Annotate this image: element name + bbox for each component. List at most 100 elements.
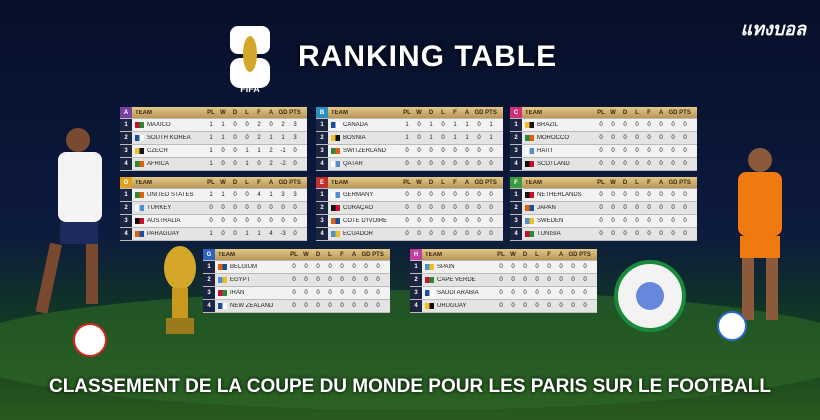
group-table: C TEAM PL W D L F A GD PTS 1 BRAZIL 0 0 0 0 0 0 0 0 2 MOROCCO…	[510, 107, 697, 171]
rank: 3	[203, 287, 215, 299]
column-header: PL	[597, 179, 605, 186]
rank: 1	[510, 189, 522, 201]
stat: 0	[417, 161, 421, 167]
column-header: F	[257, 179, 261, 186]
team-name: IRAN	[230, 290, 245, 296]
team-row: 1 GERMANY 0 0 0 0 0 0 0 0	[316, 189, 503, 202]
stat: 0	[245, 135, 249, 141]
stat: 0	[535, 264, 539, 270]
group-letter: G	[203, 249, 215, 260]
team-row: 3 AUSTRALIA 0 0 0 0 0 0 0 0	[120, 215, 307, 228]
stat: 0	[417, 231, 421, 237]
stat: 0	[465, 148, 469, 154]
stat: 0	[623, 161, 627, 167]
stat: 0	[611, 122, 615, 128]
stat: 0	[352, 303, 356, 309]
stat: 1	[209, 148, 213, 154]
stat: 0	[635, 122, 639, 128]
stat: 0	[304, 277, 308, 283]
group-letter: D	[120, 177, 132, 188]
stat: 0	[233, 148, 237, 154]
team-cell: CÔTE D'IVOIRE	[328, 218, 401, 224]
column-header: GD	[474, 179, 484, 186]
stat: 0	[547, 303, 551, 309]
stat: 0	[441, 218, 445, 224]
stat: 1	[405, 135, 409, 141]
rank: 1	[316, 189, 328, 201]
stat: 0	[233, 122, 237, 128]
stat: 0	[583, 303, 587, 309]
stat: -2	[280, 161, 286, 167]
team-row: 4 QATAR 0 0 0 0 0 0 0 0	[316, 158, 503, 171]
stat: 0	[647, 205, 651, 211]
column-header: TEAM	[425, 251, 442, 258]
team-cell: BELGIUM	[215, 264, 288, 270]
stat: 4	[269, 231, 273, 237]
stat: 0	[293, 218, 297, 224]
stat: 0	[635, 218, 639, 224]
team-cell: CANADA	[328, 122, 401, 128]
team-cell: GERMANY	[328, 192, 401, 198]
stat: 0	[659, 122, 663, 128]
trophy	[164, 246, 196, 334]
flag	[218, 303, 227, 309]
team-row: 2 TURKEY 0 0 0 0 0 0 0 0	[120, 202, 307, 215]
team-name: SPAIN	[437, 264, 455, 270]
group-letter: C	[510, 107, 522, 118]
team-name: SCOTLAND	[537, 161, 570, 167]
column-header: TEAM	[331, 109, 348, 116]
team-name: SWITZERLAND	[343, 148, 387, 154]
stat: 0	[511, 303, 515, 309]
stat: 0	[477, 205, 481, 211]
team-name: CANADA	[343, 122, 369, 128]
flag	[425, 277, 434, 283]
stat: 0	[429, 218, 433, 224]
rank: 1	[120, 119, 132, 131]
team-cell: SWITZERLAND	[328, 148, 401, 154]
stat: 0	[417, 122, 421, 128]
team-name: CAPE VERDE	[437, 277, 476, 283]
team-cell: BOSNIA	[328, 135, 401, 141]
stat: 0	[417, 135, 421, 141]
stat: 0	[477, 135, 481, 141]
column-header: A	[558, 251, 564, 258]
stat: 0	[233, 161, 237, 167]
stat: 0	[429, 205, 433, 211]
stat: 0	[257, 205, 261, 211]
stat: 0	[441, 148, 445, 154]
column-header: W	[510, 251, 516, 258]
column-header: PTS	[289, 179, 301, 186]
column-header: TEAM	[135, 179, 152, 186]
rank: 1	[120, 189, 132, 201]
team-name: SWEDEN	[537, 218, 564, 224]
flag	[525, 161, 534, 167]
team-cell: AFRICA	[132, 161, 205, 167]
team-cell: QATAR	[328, 161, 401, 167]
team-row: 2 JAPAN 0 0 0 0 0 0 0 0	[510, 202, 697, 215]
column-header: GD	[668, 179, 678, 186]
column-header: A	[464, 179, 470, 186]
stat: 1	[257, 148, 261, 154]
team-name: SOUTH KOREA	[147, 135, 191, 141]
stat: 0	[465, 218, 469, 224]
column-header: PTS	[289, 109, 301, 116]
flag	[331, 218, 340, 224]
stat: 1	[257, 231, 261, 237]
column-header: A	[268, 179, 274, 186]
team-cell: EGYPT	[215, 277, 288, 283]
stat: 0	[304, 303, 308, 309]
team-cell: TURKEY	[132, 205, 205, 211]
stat: 0	[611, 231, 615, 237]
stat: 0	[364, 290, 368, 296]
rank: 4	[510, 158, 522, 170]
flag	[331, 135, 340, 141]
column-header: W	[610, 109, 616, 116]
column-header: W	[416, 179, 422, 186]
stat: 0	[635, 135, 639, 141]
team-row: 4 NEW ZEALAND 0 0 0 0 0 0 0 0	[203, 300, 390, 313]
stat: 0	[429, 231, 433, 237]
flag	[425, 264, 434, 270]
flag	[525, 205, 534, 211]
team-row: 2 CURAÇAO 0 0 0 0 0 0 0 0	[316, 202, 503, 215]
